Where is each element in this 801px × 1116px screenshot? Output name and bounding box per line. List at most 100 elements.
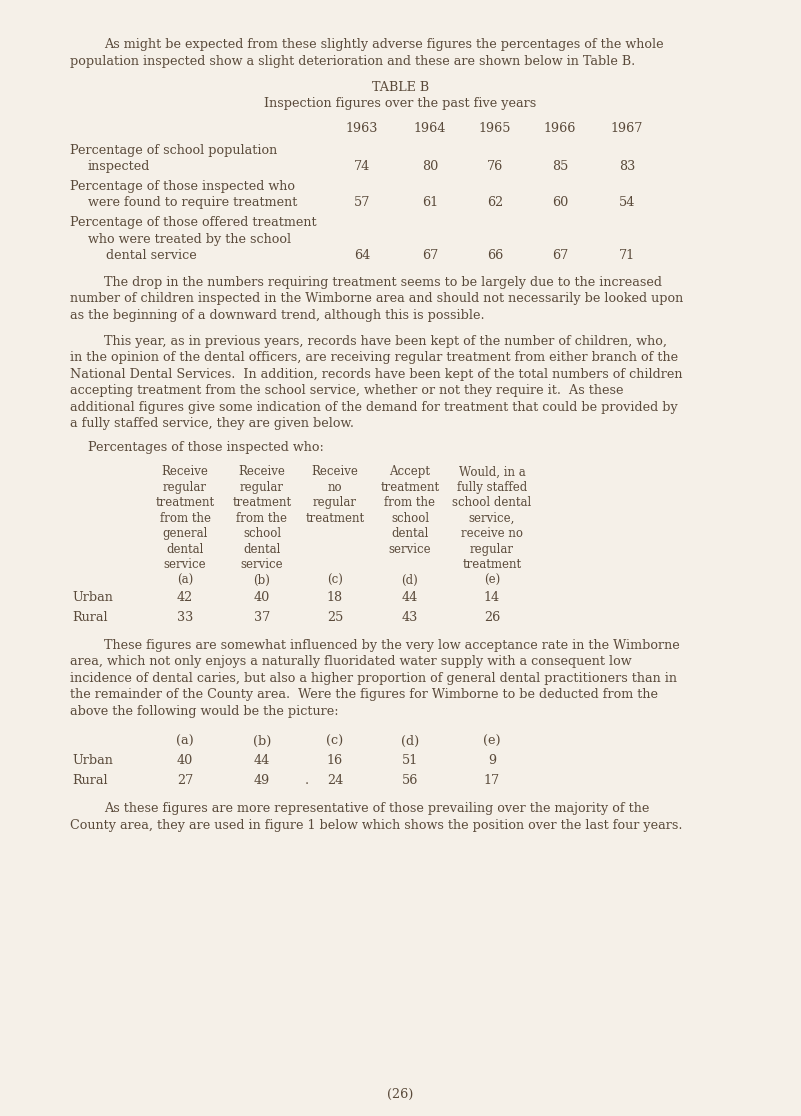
Text: 9: 9 <box>488 754 496 768</box>
Text: 56: 56 <box>402 775 418 787</box>
Text: school: school <box>243 528 281 540</box>
Text: 40: 40 <box>177 754 193 768</box>
Text: 37: 37 <box>254 610 270 624</box>
Text: (a): (a) <box>176 734 194 748</box>
Text: Rural: Rural <box>72 775 107 787</box>
Text: regular: regular <box>240 481 284 494</box>
Text: 57: 57 <box>354 196 370 210</box>
Text: 44: 44 <box>402 591 418 604</box>
Text: as the beginning of a downward trend, although this is possible.: as the beginning of a downward trend, al… <box>70 309 485 321</box>
Text: treatment: treatment <box>462 558 521 571</box>
Text: incidence of dental caries, but also a higher proportion of general dental pract: incidence of dental caries, but also a h… <box>70 672 677 685</box>
Text: in the opinion of the dental officers, are receiving regular treatment from eith: in the opinion of the dental officers, a… <box>70 352 678 365</box>
Text: County area, they are used in figure 1 below which shows the position over the l: County area, they are used in figure 1 b… <box>70 819 682 831</box>
Text: 80: 80 <box>422 160 438 173</box>
Text: regular: regular <box>313 497 357 509</box>
Text: Would, in a: Would, in a <box>459 465 525 479</box>
Text: accepting treatment from the school service, whether or not they require it.  As: accepting treatment from the school serv… <box>70 385 623 397</box>
Text: 62: 62 <box>487 196 503 210</box>
Text: 1963: 1963 <box>346 122 378 135</box>
Text: Percentages of those inspected who:: Percentages of those inspected who: <box>88 441 324 453</box>
Text: 27: 27 <box>177 775 193 787</box>
Text: from the: from the <box>159 512 211 525</box>
Text: were found to require treatment: were found to require treatment <box>88 196 297 210</box>
Text: 26: 26 <box>484 610 500 624</box>
Text: number of children inspected in the Wimborne area and should not necessarily be : number of children inspected in the Wimb… <box>70 292 683 305</box>
Text: 1964: 1964 <box>414 122 446 135</box>
Text: 25: 25 <box>327 610 343 624</box>
Text: general: general <box>163 528 207 540</box>
Text: treatment: treatment <box>232 497 292 509</box>
Text: Percentage of those offered treatment: Percentage of those offered treatment <box>70 217 316 229</box>
Text: school dental: school dental <box>453 497 532 509</box>
Text: As might be expected from these slightly adverse figures the percentages of the : As might be expected from these slightly… <box>104 38 663 51</box>
Text: 76: 76 <box>487 160 503 173</box>
Text: the remainder of the County area.  Were the figures for Wimborne to be deducted : the remainder of the County area. Were t… <box>70 689 658 701</box>
Text: 67: 67 <box>552 249 568 262</box>
Text: (c): (c) <box>326 734 344 748</box>
Text: (d): (d) <box>401 574 418 587</box>
Text: additional figures give some indication of the demand for treatment that could b: additional figures give some indication … <box>70 401 678 414</box>
Text: 43: 43 <box>402 610 418 624</box>
Text: 67: 67 <box>422 249 438 262</box>
Text: As these figures are more representative of those prevailing over the majority o: As these figures are more representative… <box>104 802 650 815</box>
Text: Inspection figures over the past five years: Inspection figures over the past five ye… <box>264 97 537 110</box>
Text: 51: 51 <box>402 754 418 768</box>
Text: (d): (d) <box>400 734 419 748</box>
Text: 1965: 1965 <box>479 122 511 135</box>
Text: 16: 16 <box>327 754 343 768</box>
Text: (c): (c) <box>327 574 343 587</box>
Text: (a): (a) <box>177 574 193 587</box>
Text: (e): (e) <box>483 734 501 748</box>
Text: regular: regular <box>470 542 514 556</box>
Text: population inspected show a slight deterioration and these are shown below in Ta: population inspected show a slight deter… <box>70 55 635 67</box>
Text: 33: 33 <box>177 610 193 624</box>
Text: area, which not only enjoys a naturally fluoridated water supply with a conseque: area, which not only enjoys a naturally … <box>70 655 632 668</box>
Text: 66: 66 <box>487 249 503 262</box>
Text: treatment: treatment <box>155 497 215 509</box>
Text: 49: 49 <box>254 775 270 787</box>
Text: a fully staffed service, they are given below.: a fully staffed service, they are given … <box>70 417 354 431</box>
Text: National Dental Services.  In addition, records have been kept of the total numb: National Dental Services. In addition, r… <box>70 368 682 381</box>
Text: 1966: 1966 <box>544 122 576 135</box>
Text: treatment: treatment <box>305 512 364 525</box>
Text: Rural: Rural <box>72 610 107 624</box>
Text: Receive: Receive <box>162 465 208 479</box>
Text: 17: 17 <box>484 775 500 787</box>
Text: 60: 60 <box>552 196 568 210</box>
Text: Urban: Urban <box>72 754 113 768</box>
Text: service: service <box>240 558 284 571</box>
Text: receive no: receive no <box>461 528 523 540</box>
Text: dental: dental <box>244 542 280 556</box>
Text: 18: 18 <box>327 591 343 604</box>
Text: from the: from the <box>236 512 288 525</box>
Text: 83: 83 <box>619 160 635 173</box>
Text: 71: 71 <box>619 249 635 262</box>
Text: 54: 54 <box>619 196 635 210</box>
Text: (e): (e) <box>484 574 500 587</box>
Text: Receive: Receive <box>239 465 285 479</box>
Text: from the: from the <box>384 497 436 509</box>
Text: (b): (b) <box>253 734 272 748</box>
Text: service: service <box>388 542 431 556</box>
Text: 61: 61 <box>422 196 438 210</box>
Text: (26): (26) <box>388 1088 413 1101</box>
Text: service: service <box>163 558 207 571</box>
Text: .: . <box>304 775 308 787</box>
Text: 85: 85 <box>552 160 568 173</box>
Text: Receive: Receive <box>312 465 358 479</box>
Text: Percentage of those inspected who: Percentage of those inspected who <box>70 180 295 193</box>
Text: This year, as in previous years, records have been kept of the number of childre: This year, as in previous years, records… <box>104 335 667 348</box>
Text: Urban: Urban <box>72 591 113 604</box>
Text: regular: regular <box>163 481 207 494</box>
Text: fully staffed: fully staffed <box>457 481 527 494</box>
Text: (b): (b) <box>254 574 271 587</box>
Text: 44: 44 <box>254 754 270 768</box>
Text: school: school <box>391 512 429 525</box>
Text: dental: dental <box>392 528 429 540</box>
Text: 74: 74 <box>354 160 370 173</box>
Text: 24: 24 <box>327 775 343 787</box>
Text: Accept: Accept <box>389 465 430 479</box>
Text: dental service: dental service <box>106 249 197 262</box>
Text: 1967: 1967 <box>611 122 643 135</box>
